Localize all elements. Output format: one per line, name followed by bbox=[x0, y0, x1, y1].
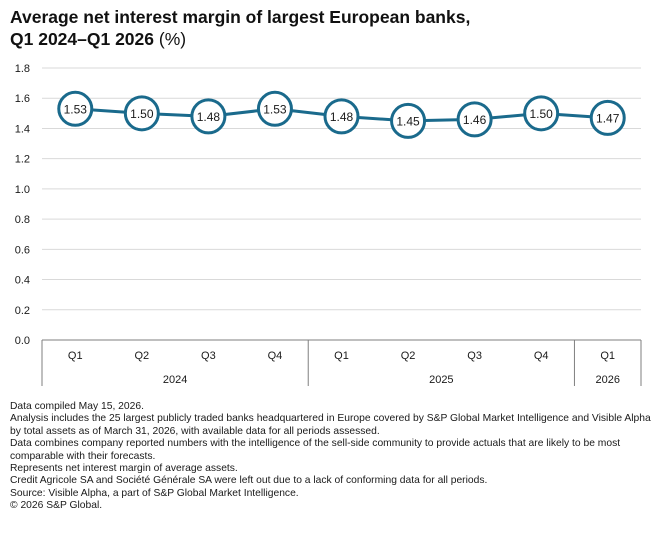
data-label: 1.53 bbox=[263, 102, 287, 116]
x-tick-label: Q4 bbox=[268, 350, 283, 362]
chart-title-line-1: Average net interest margin of largest E… bbox=[10, 7, 471, 27]
x-group-label: 2025 bbox=[429, 374, 453, 386]
x-tick-label: Q3 bbox=[467, 350, 482, 362]
footnote-exclusions: Credit Agricole SA and Société Générale … bbox=[10, 475, 488, 487]
footnote-analysis: Analysis includes the 25 largest publicl… bbox=[10, 413, 651, 437]
data-point-marker bbox=[323, 98, 360, 135]
y-tick-label: 1.4 bbox=[15, 123, 30, 135]
footnote-definition: Represents net interest margin of averag… bbox=[10, 463, 238, 475]
x-group-label: 2026 bbox=[595, 374, 619, 386]
x-tick-label: Q1 bbox=[68, 350, 83, 362]
footnote-compiled: Data compiled May 15, 2026. bbox=[10, 401, 144, 412]
data-label: 1.48 bbox=[197, 110, 221, 124]
data-label: 1.47 bbox=[596, 111, 620, 125]
footnote-methodology: Data combines company reported numbers w… bbox=[10, 438, 621, 462]
chart-title: Average net interest margin of largest E… bbox=[10, 6, 650, 50]
footnote-source: Source: Visible Alpha, a part of S&P Glo… bbox=[10, 487, 299, 499]
data-label: 1.50 bbox=[529, 107, 553, 121]
x-group-label: 2024 bbox=[163, 374, 187, 386]
y-tick-label: 0.8 bbox=[15, 214, 30, 226]
data-point-marker bbox=[123, 95, 160, 132]
x-tick-label: Q3 bbox=[201, 350, 216, 362]
data-label: 1.53 bbox=[64, 102, 88, 116]
x-tick-label: Q1 bbox=[334, 350, 349, 362]
line-chart: 0.0 0.2 0.4 0.6 0.8 1.0 1.2 1.4 1.6 1.8 Q1 Q2 Q3 Q4 Q1… bbox=[15, 63, 642, 386]
y-tick-label: 1.2 bbox=[15, 154, 30, 166]
data-label: 1.50 bbox=[130, 107, 154, 121]
data-label: 1.48 bbox=[330, 110, 354, 124]
y-tick-label: 0.4 bbox=[15, 275, 30, 287]
chart-footnotes: Data compiled May 15, 2026. Analysis inc… bbox=[10, 401, 655, 513]
y-tick-label: 0.2 bbox=[15, 305, 30, 317]
data-point-marker bbox=[390, 102, 427, 139]
data-point-marker bbox=[589, 99, 626, 136]
y-tick-label: 1.6 bbox=[15, 93, 30, 105]
chart-title-period: Q1 2024–Q1 2026 bbox=[10, 29, 155, 49]
data-point-marker bbox=[256, 90, 293, 127]
data-label: 1.46 bbox=[463, 113, 487, 127]
x-tick-label: Q1 bbox=[600, 350, 615, 362]
x-tick-label: Q2 bbox=[401, 350, 416, 362]
y-tick-label: 1.0 bbox=[15, 184, 30, 196]
chart-title-line-2: Q1 2024–Q1 2026 (%) bbox=[10, 28, 650, 50]
data-label: 1.45 bbox=[396, 114, 420, 128]
y-tick-label: 0.6 bbox=[15, 244, 30, 256]
y-tick-label: 1.8 bbox=[15, 63, 30, 75]
data-point-marker bbox=[57, 90, 94, 127]
chart-title-unit: (%) bbox=[158, 29, 187, 49]
footnote-copyright: © 2026 S&P Global. bbox=[10, 500, 103, 512]
x-tick-label: Q4 bbox=[534, 350, 549, 362]
x-tick-label: Q2 bbox=[134, 350, 149, 362]
data-point-marker bbox=[190, 98, 227, 135]
data-point-marker bbox=[456, 101, 493, 138]
data-point-marker bbox=[523, 95, 560, 132]
y-tick-label: 0.0 bbox=[15, 335, 30, 347]
